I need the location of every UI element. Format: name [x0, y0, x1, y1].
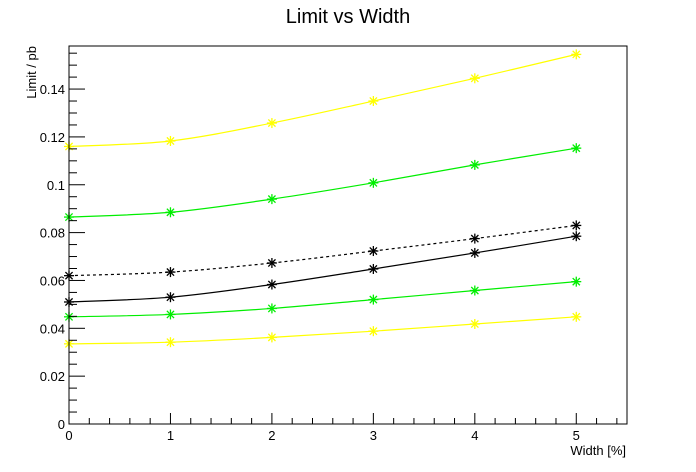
y-tick-label: 0.14: [40, 82, 65, 97]
data-point: [571, 231, 582, 242]
data-point: [368, 326, 379, 337]
x-axis-label: Width [%]: [570, 443, 626, 458]
data-point: [571, 143, 582, 154]
data-point: [165, 309, 176, 320]
y-tick-label: 0: [58, 417, 65, 432]
series-0: [64, 49, 582, 152]
data-point: [571, 311, 582, 322]
x-tick-label: 1: [167, 428, 174, 443]
y-tick-label: 0.12: [40, 130, 65, 145]
x-tick-label: 0: [65, 428, 72, 443]
data-point: [266, 257, 277, 268]
data-point: [571, 276, 582, 287]
y-tick-label: 0.06: [40, 273, 65, 288]
y-axis: 0 0.02 0.04 0.06 0.08 0.1 0.12 0.14: [40, 52, 85, 432]
chart-title: Limit vs Width: [286, 6, 410, 28]
data-point: [469, 73, 480, 84]
plot-series: [64, 49, 582, 349]
data-point: [165, 337, 176, 348]
series-5: [64, 311, 582, 349]
data-point: [266, 303, 277, 314]
y-tick-label: 0.02: [40, 369, 65, 384]
series-line: [68, 235, 577, 303]
series-line: [68, 224, 577, 277]
data-point: [165, 267, 176, 278]
x-tick-label: 2: [268, 428, 275, 443]
series-line: [68, 53, 577, 148]
data-point: [571, 220, 582, 231]
data-point: [266, 279, 277, 290]
data-point: [368, 96, 379, 107]
y-tick-label: 0.08: [40, 226, 65, 241]
data-point: [368, 177, 379, 188]
data-point: [469, 247, 480, 258]
data-point: [469, 159, 480, 170]
data-point: [368, 246, 379, 257]
data-point: [469, 318, 480, 329]
series-line: [68, 147, 577, 218]
series-2: [64, 220, 582, 281]
series-1: [64, 143, 582, 223]
data-point: [165, 135, 176, 146]
x-tick-label: 3: [370, 428, 377, 443]
x-axis: 0 1 2 3 4 5: [65, 413, 618, 443]
data-point: [266, 194, 277, 205]
y-axis-label: Limit / pb: [24, 46, 39, 99]
data-point: [571, 49, 582, 60]
y-tick-label: 0.1: [47, 178, 65, 193]
data-point: [266, 332, 277, 343]
data-point: [368, 263, 379, 274]
data-point: [469, 233, 480, 244]
data-point: [368, 294, 379, 305]
y-tick-label: 0.04: [40, 321, 65, 336]
x-tick-label: 4: [471, 428, 478, 443]
data-point: [165, 207, 176, 218]
data-point: [165, 292, 176, 303]
series-line: [68, 316, 577, 345]
data-point: [266, 118, 277, 129]
plot-frame: [68, 45, 628, 425]
x-tick-label: 5: [573, 428, 580, 443]
data-point: [469, 285, 480, 296]
series-line: [68, 281, 577, 318]
